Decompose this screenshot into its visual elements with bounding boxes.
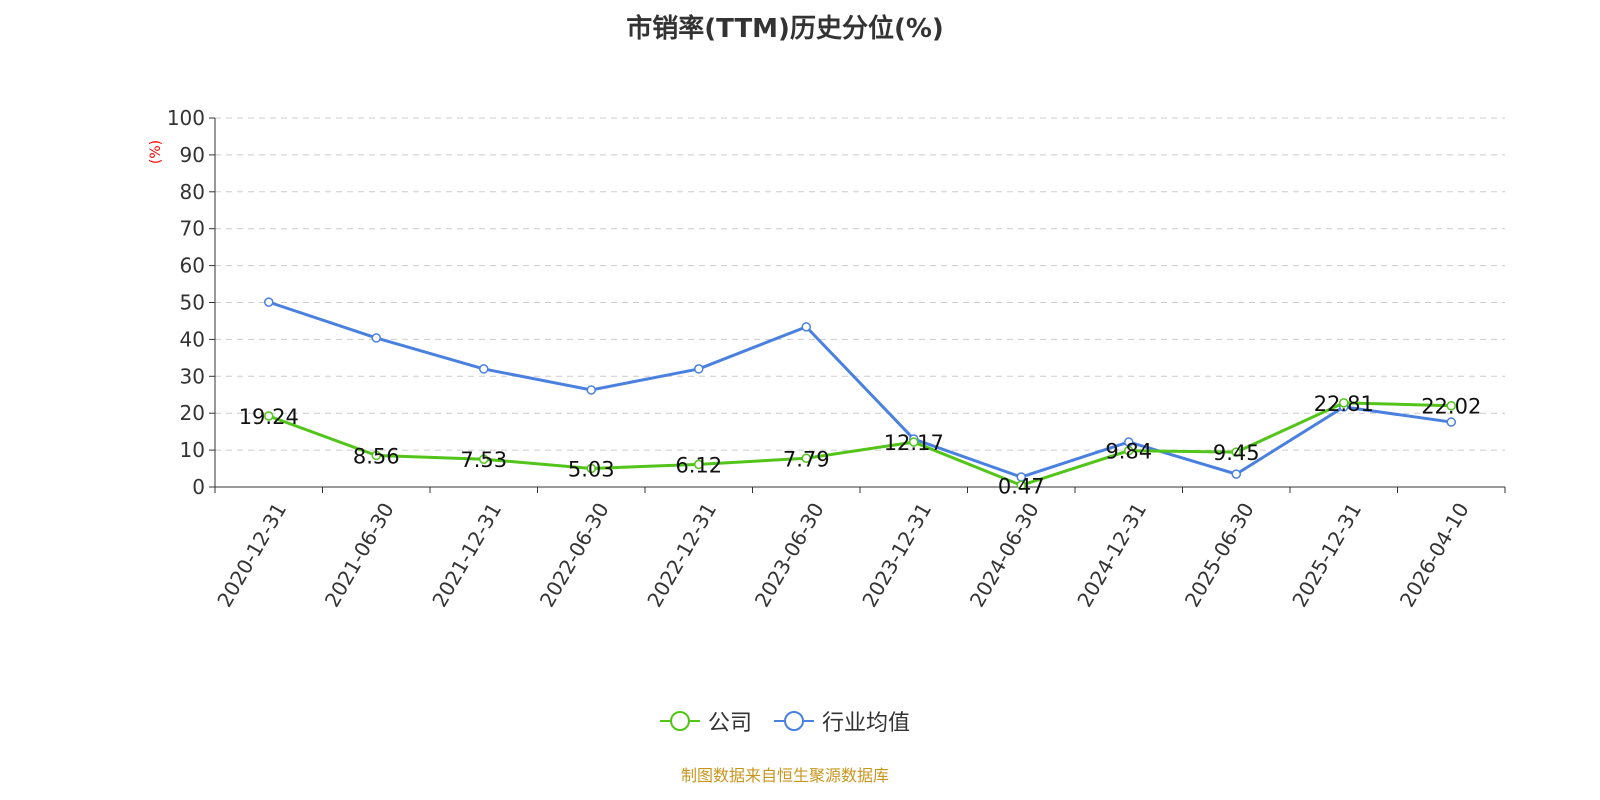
legend-marker-icon — [774, 711, 814, 731]
x-tick-label: 2022-12-31 — [642, 499, 721, 612]
x-tick-label: 2025-12-31 — [1287, 499, 1366, 612]
data-point — [264, 297, 274, 307]
x-tick-label: 2021-06-30 — [320, 499, 399, 612]
x-tick-label: 2020-12-31 — [212, 499, 291, 612]
data-label: 9.84 — [1105, 440, 1152, 464]
x-tick-label: 2022-06-30 — [535, 499, 614, 612]
x-tick-label: 2025-06-30 — [1180, 499, 1259, 612]
data-point — [586, 463, 596, 474]
data-label: 19.24 — [239, 405, 299, 429]
y-tick-label: 70 — [180, 217, 205, 241]
y-axis-label: (%) — [148, 140, 164, 164]
legend-label: 公司 — [707, 711, 752, 736]
x-tick-label: 2021-12-31 — [427, 499, 506, 612]
data-point — [586, 385, 596, 395]
data-point — [909, 437, 919, 447]
series-line — [268, 300, 1452, 479]
data-point — [801, 322, 811, 332]
y-tick-label: 50 — [180, 291, 205, 315]
data-point — [264, 411, 274, 421]
y-tick-label: 0 — [192, 475, 205, 499]
data-point — [1016, 480, 1026, 491]
legend-item-company[interactable]: 公司 — [659, 705, 752, 737]
y-tick-label: 100 — [167, 106, 205, 130]
source-note: 制图数据来自恒生聚源数据库 — [680, 766, 889, 785]
y-tick-label: 10 — [180, 438, 205, 462]
data-point — [694, 364, 704, 374]
y-tick-label: 80 — [180, 180, 205, 204]
data-label: 7.79 — [783, 447, 830, 471]
data-label: 0.47 — [998, 474, 1045, 498]
data-label: 22.02 — [1421, 395, 1481, 419]
data-label: 22.81 — [1314, 392, 1374, 416]
data-point — [1339, 398, 1349, 408]
data-point — [371, 333, 381, 343]
y-tick-label: 90 — [180, 143, 205, 167]
data-point — [1446, 400, 1456, 411]
y-tick-label: 20 — [180, 401, 205, 425]
data-point — [694, 459, 704, 470]
x-tick-label: 2024-06-30 — [965, 499, 1044, 612]
x-tick-label: 2023-12-31 — [857, 499, 936, 612]
data-label: 5.03 — [568, 457, 615, 481]
data-point — [1124, 445, 1134, 456]
y-tick-label: 40 — [180, 327, 205, 351]
data-point — [1446, 417, 1456, 427]
series-line — [268, 401, 1452, 487]
line-chart: 0 10 20 30 40 50 60 70 80 90 100(%) 2020-12-31 2021-… — [148, 106, 1506, 612]
x-tick-label: 2024-12-31 — [1072, 499, 1151, 612]
legend-marker-icon — [659, 711, 700, 731]
chart-title: 市销率(TTM)历史分位(%) — [626, 14, 944, 44]
x-tick-label: 2023-06-30 — [750, 499, 829, 612]
y-tick-label: 30 — [180, 364, 205, 388]
data-label: 7.53 — [460, 448, 507, 472]
legend: 公司 行业均值 — [0, 705, 1570, 737]
data-point — [371, 450, 381, 461]
data-label: 8.56 — [353, 444, 400, 468]
data-label: 12.17 — [884, 431, 944, 455]
data-point — [1231, 447, 1241, 457]
data-point — [801, 453, 811, 464]
data-point — [479, 454, 489, 464]
data-point — [479, 364, 489, 374]
legend-item-industry-average[interactable]: 行业均值 — [774, 705, 910, 737]
data-point — [1231, 469, 1241, 479]
data-label: 6.12 — [675, 453, 722, 477]
x-tick-label: 2026-04-10 — [1395, 499, 1474, 612]
data-label: 9.45 — [1213, 441, 1260, 465]
y-tick-label: 60 — [180, 254, 205, 278]
legend-label: 行业均值 — [822, 711, 911, 736]
